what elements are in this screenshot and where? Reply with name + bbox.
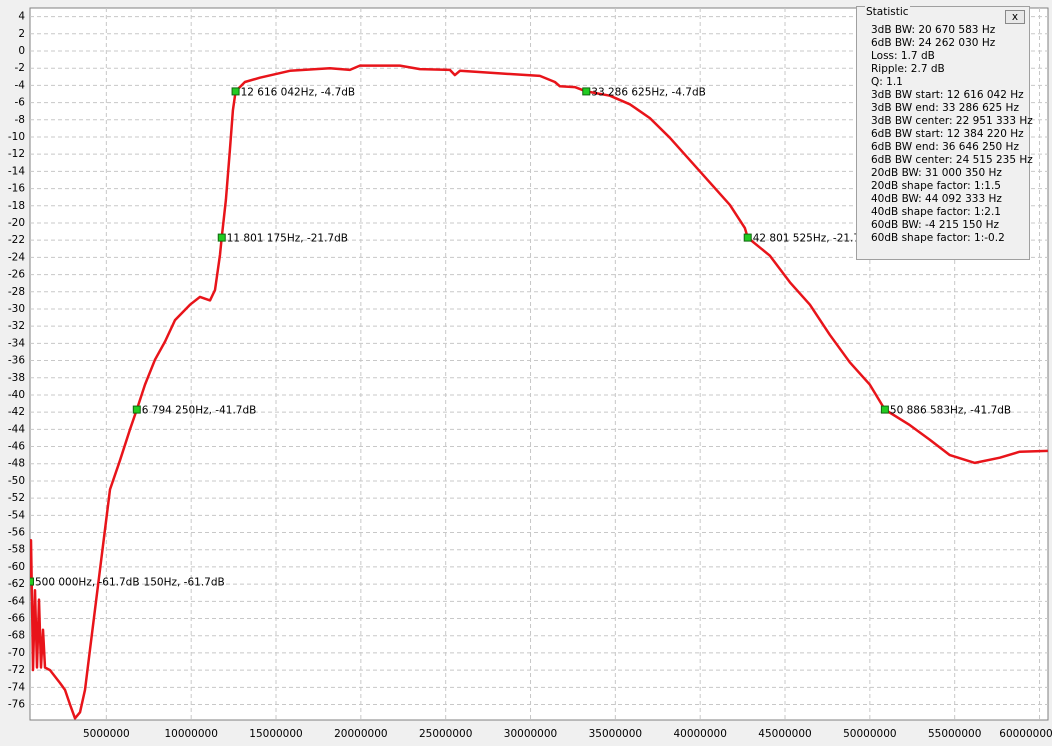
y-tick-label: -12 bbox=[8, 148, 25, 160]
y-tick-label: -48 bbox=[8, 458, 25, 470]
marker bbox=[880, 405, 889, 414]
x-tick-label: 30000000 bbox=[504, 728, 557, 740]
x-tick-label: 20000000 bbox=[334, 728, 387, 740]
x-tick-label: 40000000 bbox=[673, 728, 726, 740]
close-button[interactable]: x bbox=[1005, 10, 1025, 24]
y-tick-label: 2 bbox=[18, 28, 25, 40]
axes: 4 2 0 -2 -4 -6 -8 -10 -12 -14 -16 -18 -20 -22 -24 -26 -2… bbox=[8, 11, 1052, 740]
y-tick-label: -40 bbox=[8, 389, 25, 401]
marker-label: 6 794 250Hz, -41.7dB bbox=[142, 405, 257, 417]
statistic-line: Q: 1.1 bbox=[871, 76, 903, 88]
marker bbox=[743, 233, 752, 242]
statistic-line: 3dB BW end: 33 286 625 Hz bbox=[871, 102, 1019, 114]
statistic-line: Ripple: 2.7 dB bbox=[871, 63, 945, 75]
marker bbox=[30, 577, 34, 586]
statistic-line: 60dB BW: -4 215 150 Hz bbox=[871, 219, 1000, 231]
statistic-line: 40dB shape factor: 1:2.1 bbox=[871, 206, 1001, 218]
marker-label: 150Hz, -61.7dB bbox=[144, 577, 225, 589]
y-tick-label: -6 bbox=[15, 97, 26, 109]
y-tick-label: -18 bbox=[8, 200, 25, 212]
y-tick-label: -4 bbox=[15, 79, 26, 91]
y-tick-label: -70 bbox=[8, 647, 25, 659]
x-tick-label: 55000000 bbox=[928, 728, 981, 740]
marker-label: 50 886 583Hz, -41.7dB bbox=[890, 405, 1011, 417]
statistic-line: 6dB BW start: 12 384 220 Hz bbox=[871, 128, 1024, 140]
y-tick-label: -60 bbox=[8, 561, 25, 573]
y-tick-label: -64 bbox=[8, 595, 25, 607]
marker bbox=[132, 405, 141, 414]
x-tick-label: 50000000 bbox=[843, 728, 896, 740]
statistic-line: 40dB BW: 44 092 333 Hz bbox=[871, 193, 1002, 205]
statistic-line: 6dB BW: 24 262 030 Hz bbox=[871, 37, 996, 49]
x-tick-label: 25000000 bbox=[419, 728, 472, 740]
y-tick-label: -8 bbox=[15, 114, 25, 126]
y-tick-label: -54 bbox=[8, 509, 25, 521]
marker bbox=[582, 87, 591, 96]
y-tick-label: -66 bbox=[8, 613, 25, 625]
y-tick-label: -26 bbox=[8, 269, 25, 281]
statistic-line: Loss: 1.7 dB bbox=[871, 50, 935, 62]
y-tick-label: -10 bbox=[8, 131, 25, 143]
x-tick-label: 35000000 bbox=[589, 728, 642, 740]
y-tick-label: -32 bbox=[8, 320, 25, 332]
y-tick-label: -44 bbox=[8, 423, 25, 435]
y-tick-label: -22 bbox=[8, 234, 25, 246]
marker-label: 33 286 625Hz, -4.7dB bbox=[591, 86, 706, 98]
y-tick-label: -72 bbox=[8, 664, 25, 676]
statistic-line: 3dB BW center: 22 951 333 Hz bbox=[871, 115, 1033, 127]
y-tick-label: -28 bbox=[8, 286, 25, 298]
x-tick-label: 45000000 bbox=[758, 728, 811, 740]
y-tick-label: -2 bbox=[15, 62, 25, 74]
statistic-line: 20dB shape factor: 1:1.5 bbox=[871, 180, 1001, 192]
y-tick-label: -68 bbox=[8, 630, 25, 642]
statistic-line: 3dB BW start: 12 616 042 Hz bbox=[871, 89, 1024, 101]
x-tick-label: 10000000 bbox=[164, 728, 217, 740]
y-tick-label: -24 bbox=[8, 251, 25, 263]
marker bbox=[217, 233, 226, 242]
marker-label: 42 801 525Hz, -21.7dB bbox=[753, 233, 874, 245]
y-tick-label: -58 bbox=[8, 544, 25, 556]
y-tick-label: -56 bbox=[8, 527, 25, 539]
statistic-line: 60dB shape factor: 1:-0.2 bbox=[871, 232, 1005, 244]
y-tick-label: -46 bbox=[8, 441, 25, 453]
x-tick-label: 15000000 bbox=[249, 728, 302, 740]
plot: 500 000Hz, -61.7dB 150Hz, -61.7dB 6 794 25… bbox=[30, 64, 1048, 720]
y-tick-label: -36 bbox=[8, 355, 25, 367]
y-tick-label: 0 bbox=[18, 45, 25, 57]
y-tick-label: -74 bbox=[8, 681, 25, 693]
y-tick-label: -34 bbox=[8, 337, 25, 349]
marker-label: 11 801 175Hz, -21.7dB bbox=[227, 233, 348, 245]
statistic-panel: Statistic x 3dB BW: 20 670 583 Hz 6dB BW:… bbox=[856, 6, 1033, 260]
statistic-line: 6dB BW center: 24 515 235 Hz bbox=[871, 154, 1033, 166]
x-tick-label: 5000000 bbox=[83, 728, 130, 740]
y-tick-label: -52 bbox=[8, 492, 25, 504]
y-tick-label: -14 bbox=[8, 165, 25, 177]
y-tick-label: -50 bbox=[8, 475, 25, 487]
y-tick-label: -30 bbox=[8, 303, 25, 315]
response-line bbox=[30, 64, 1048, 720]
marker bbox=[231, 87, 240, 96]
statistic-line: 6dB BW end: 36 646 250 Hz bbox=[871, 141, 1019, 153]
statistic-line: 3dB BW: 20 670 583 Hz bbox=[871, 24, 996, 36]
y-tick-label: -38 bbox=[8, 372, 25, 384]
marker-label: 500 000Hz, -61.7dB bbox=[35, 577, 140, 589]
y-tick-label: -20 bbox=[8, 217, 25, 229]
y-tick-label: -16 bbox=[8, 183, 25, 195]
panel-title: Statistic bbox=[865, 6, 910, 18]
y-tick-label: -62 bbox=[8, 578, 25, 590]
y-tick-label: -76 bbox=[8, 699, 25, 711]
y-tick-label: -42 bbox=[8, 406, 25, 418]
x-tick-label: 60000000 bbox=[999, 728, 1052, 740]
y-tick-label: 4 bbox=[18, 11, 25, 23]
marker-label: 12 616 042Hz, -4.7dB bbox=[241, 86, 356, 98]
statistic-line: 20dB BW: 31 000 350 Hz bbox=[871, 167, 1002, 179]
